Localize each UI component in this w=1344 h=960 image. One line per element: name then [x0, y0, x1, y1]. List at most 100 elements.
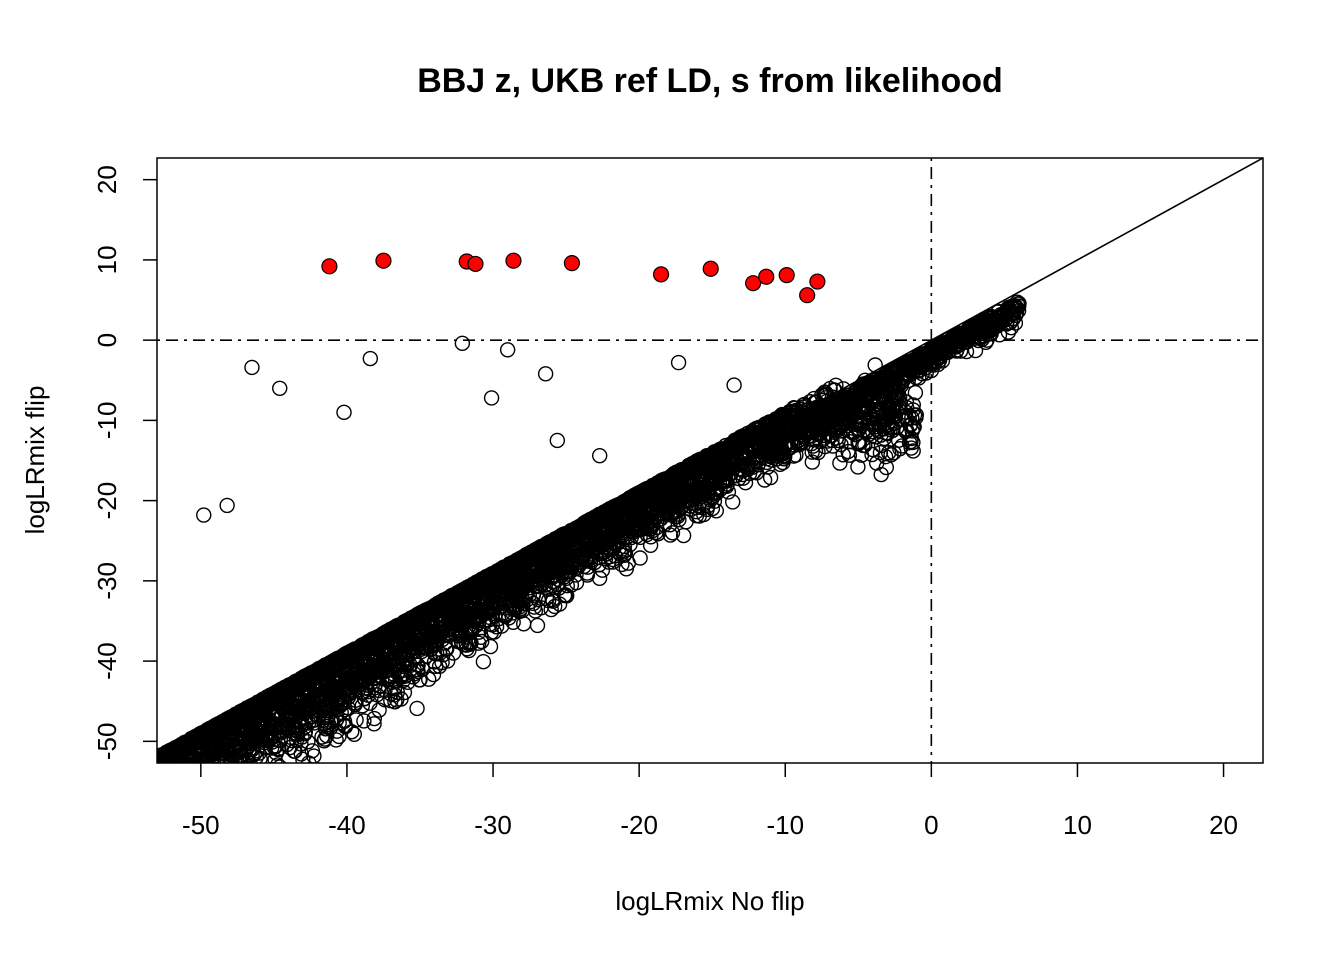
data-point — [169, 781, 183, 795]
data-point — [179, 785, 193, 799]
data-point — [217, 783, 231, 797]
data-point — [161, 769, 175, 783]
data-point — [704, 500, 721, 517]
data-point — [201, 766, 215, 780]
data-point — [208, 778, 222, 792]
data-point — [152, 783, 166, 797]
data-point — [626, 512, 642, 529]
data-point — [165, 762, 172, 763]
data-point — [425, 666, 442, 683]
data-point — [240, 772, 254, 786]
data-point — [272, 768, 286, 782]
data-point — [226, 788, 240, 802]
data-point — [156, 772, 170, 786]
data-point — [190, 787, 204, 801]
data-point — [153, 776, 167, 790]
data-point — [244, 770, 258, 784]
data-point — [152, 789, 166, 803]
data-point — [267, 761, 276, 763]
data-point — [180, 795, 194, 809]
data-point — [156, 795, 170, 809]
data-point — [155, 781, 169, 795]
data-point — [152, 777, 166, 791]
data-point — [190, 768, 204, 782]
data-point — [201, 760, 213, 763]
data-point — [211, 761, 220, 763]
data-point — [934, 343, 950, 359]
data-point — [272, 732, 289, 749]
data-point — [289, 777, 303, 791]
data-point — [437, 635, 453, 651]
data-point — [396, 684, 413, 701]
data-point — [926, 357, 942, 373]
data-point — [613, 546, 629, 563]
data-point — [198, 776, 212, 790]
data-point — [270, 757, 286, 763]
data-point — [725, 494, 741, 510]
data-point — [227, 770, 241, 784]
data-point — [946, 333, 963, 349]
data-point — [193, 790, 207, 804]
data-point — [169, 777, 183, 791]
data-point — [346, 726, 362, 742]
data-point — [166, 765, 180, 779]
data-point — [236, 761, 245, 763]
data-point — [181, 797, 195, 811]
data-point — [483, 624, 499, 641]
data-point — [169, 782, 183, 796]
data-point — [233, 755, 249, 763]
data-point — [760, 459, 776, 475]
data-point — [175, 780, 189, 794]
data-point — [186, 756, 203, 763]
data-point — [164, 793, 178, 807]
data-point — [196, 773, 210, 787]
data-point — [782, 433, 799, 450]
data-point — [746, 464, 762, 480]
data-point — [169, 770, 183, 784]
data-point — [210, 769, 224, 783]
chart-title: BBJ z, UKB ref LD, s from likelihood — [417, 62, 1003, 100]
data-point — [371, 702, 387, 718]
data-point — [162, 788, 176, 802]
point-layer — [152, 294, 1027, 823]
data-point — [162, 805, 176, 819]
data-point — [162, 790, 176, 804]
data-point — [162, 801, 176, 815]
data-point — [174, 761, 183, 763]
data-point — [907, 385, 924, 401]
data-point — [155, 791, 169, 805]
data-point — [185, 765, 199, 779]
data-point — [160, 791, 174, 805]
data-point — [155, 787, 169, 801]
data-point — [154, 793, 168, 807]
data-point — [185, 764, 199, 778]
data-point — [978, 334, 994, 350]
data-point — [152, 799, 166, 813]
data-point — [174, 766, 188, 780]
data-point — [176, 775, 190, 789]
data-point — [192, 774, 206, 788]
data-point — [366, 716, 382, 732]
data-point — [881, 445, 897, 461]
data-point — [166, 794, 180, 808]
data-point — [173, 761, 183, 763]
data-point — [881, 419, 897, 435]
data-point — [190, 765, 204, 779]
data-point — [387, 694, 403, 710]
data-point — [602, 549, 618, 565]
data-point — [159, 785, 173, 799]
data-point — [157, 809, 171, 823]
data-point — [231, 767, 245, 781]
data-point — [167, 770, 181, 784]
data-point — [222, 759, 236, 763]
data-point — [190, 793, 204, 807]
data-point — [175, 765, 189, 779]
data-point — [832, 455, 848, 471]
data-point — [181, 768, 195, 782]
data-point — [874, 418, 890, 434]
data-point — [927, 345, 943, 362]
data-point — [179, 778, 193, 792]
data-point — [878, 459, 894, 476]
data-point — [164, 792, 178, 806]
data-point — [184, 772, 198, 786]
